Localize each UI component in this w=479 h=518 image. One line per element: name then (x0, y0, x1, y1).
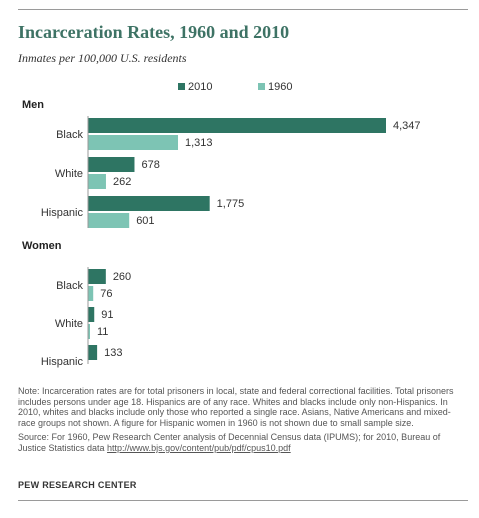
category-label-women-black: Black (56, 280, 83, 292)
bar-women-hispanic-2010 (88, 345, 98, 360)
notes-block: Note: Incarceration rates are for total … (18, 386, 458, 458)
bar-chart: 2010 1960 Men Black 4,347 1,313 White 678 262 His… (22, 81, 421, 368)
legend-label-2010: 2010 (188, 81, 212, 93)
legend-label-1960: 1960 (268, 81, 292, 93)
value-label-men-hispanic-2010: 1,775 (217, 198, 245, 210)
value-label-men-black-1960: 1,313 (185, 137, 213, 149)
bar-women-white-1960 (88, 324, 90, 339)
category-label-men-white: White (55, 168, 83, 180)
value-label-men-white-2010: 678 (141, 159, 159, 171)
category-label-men-hispanic: Hispanic (41, 207, 84, 219)
bar-men-hispanic-1960 (88, 213, 130, 228)
legend-swatch-2010 (178, 83, 185, 90)
chart-title: Incarceration Rates, 1960 and 2010 (18, 22, 290, 42)
value-label-men-white-1960: 262 (113, 176, 131, 188)
bar-men-white-1960 (88, 174, 106, 189)
source-prefix: Source: For 1960, Pew Research Center an… (18, 432, 441, 453)
note-text: Note: Incarceration rates are for total … (18, 386, 454, 428)
bar-women-black-1960 (88, 286, 94, 301)
category-label-men-black: Black (56, 129, 83, 141)
bar-men-black-2010 (88, 118, 386, 133)
category-label-women-hispanic: Hispanic (41, 356, 84, 368)
bar-women-white-2010 (88, 307, 95, 322)
bar-men-hispanic-2010 (88, 196, 210, 211)
group-heading-women: Women (22, 240, 62, 252)
bottom-rule (18, 500, 468, 501)
value-label-women-white-1960: 11 (97, 326, 108, 338)
value-label-women-hispanic-2010: 133 (104, 347, 122, 359)
value-label-women-black-2010: 260 (113, 271, 131, 283)
source-link[interactable]: http://www.bjs.gov/content/pub/pdf/cpus1… (107, 442, 291, 453)
source-text: Source: For 1960, Pew Research Center an… (18, 432, 458, 453)
value-label-men-black-2010: 4,347 (393, 120, 421, 132)
legend-swatch-1960 (258, 83, 265, 90)
bar-men-black-1960 (88, 135, 179, 150)
category-label-women-white: White (55, 318, 83, 330)
value-label-women-black-1960: 76 (100, 288, 112, 300)
value-label-men-hispanic-1960: 601 (136, 215, 154, 227)
chart-subtitle: Inmates per 100,000 U.S. residents (18, 51, 187, 65)
credit: PEW RESEARCH CENTER (18, 480, 137, 490)
bar-men-white-2010 (88, 157, 135, 172)
value-label-women-white-2010: 91 (101, 309, 113, 321)
top-rule (18, 9, 468, 10)
bar-women-black-2010 (88, 269, 106, 284)
group-heading-men: Men (22, 99, 44, 111)
